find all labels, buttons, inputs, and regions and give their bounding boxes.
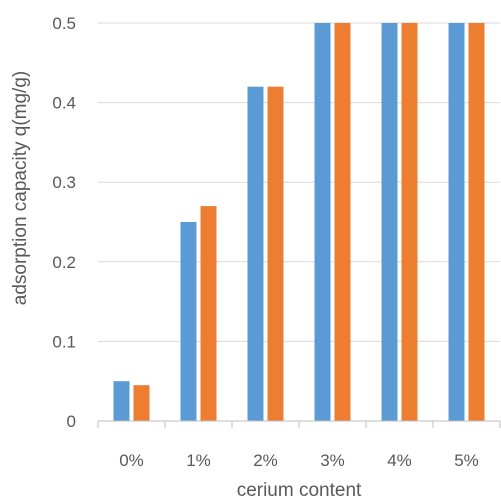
y-tick-labels: 0 0.1 0.2 0.3 0.4 0.5 <box>52 14 76 431</box>
gridlines <box>98 22 500 342</box>
bar-s1-2pct <box>267 86 284 422</box>
bar-s0-1pct <box>180 222 197 421</box>
y-axis-title: adsorption capacity q(mg/g) <box>10 71 31 305</box>
bar-s1-0pct <box>133 385 150 421</box>
y-tick-label-0: 0 <box>67 412 76 431</box>
bar-s0-3pct <box>314 23 331 421</box>
bar-s1-1pct <box>200 206 217 421</box>
y-tick-label-5: 0.5 <box>52 14 76 33</box>
bar-s1-3pct <box>334 23 351 421</box>
y-tick-label-2: 0.2 <box>52 253 76 272</box>
x-tick-label-0: 0% <box>119 451 144 470</box>
x-tick-label-5: 5% <box>454 451 479 470</box>
x-tick-label-2: 2% <box>253 451 278 470</box>
x-tick-label-4: 4% <box>387 451 412 470</box>
x-tick-label-3: 3% <box>320 451 345 470</box>
bar-s1-4pct <box>401 23 418 421</box>
bars <box>113 23 485 422</box>
bar-s0-5pct <box>448 23 465 421</box>
x-axis-title: cerium content <box>237 480 362 497</box>
x-tick-labels: 0% 1% 2% 3% 4% 5% <box>119 451 479 470</box>
bar-s0-0pct <box>113 381 130 421</box>
y-tick-label-3: 0.3 <box>52 173 76 192</box>
y-tick-label-1: 0.1 <box>52 332 76 351</box>
bar-s1-5pct <box>468 23 485 421</box>
y-tick-label-4: 0.4 <box>52 94 76 113</box>
x-tick-label-1: 1% <box>186 451 211 470</box>
axes <box>97 420 501 428</box>
bar-s0-2pct <box>247 86 264 422</box>
bar-s0-4pct <box>381 23 398 421</box>
